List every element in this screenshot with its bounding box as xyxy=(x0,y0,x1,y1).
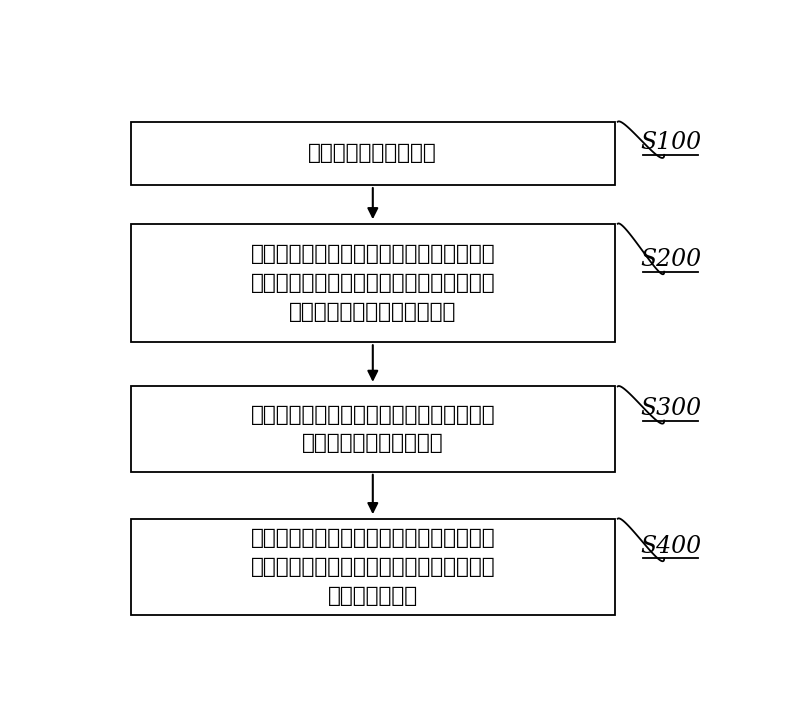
Text: 对应的距离区间: 对应的距离区间 xyxy=(328,586,418,606)
Text: 性距离描述词对应的距离区间: 性距离描述词对应的距离区间 xyxy=(289,301,457,321)
Text: 用得到的所有定性距离描述词及其对应的距: 用得到的所有定性距离描述词及其对应的距 xyxy=(250,405,495,425)
Text: 真实距离之间的关系，得到样本集中每个定: 真实距离之间的关系，得到样本集中每个定 xyxy=(250,273,495,293)
FancyBboxPatch shape xyxy=(131,122,614,185)
Text: S100: S100 xyxy=(640,131,701,154)
Text: S400: S400 xyxy=(640,535,701,558)
Text: 离区间训练定量预测模型: 离区间训练定量预测模型 xyxy=(302,433,444,453)
Text: 将指定区域的一待测样本输入训练好的定量: 将指定区域的一待测样本输入训练好的定量 xyxy=(250,528,495,548)
Text: 构建指定区域的样本集: 构建指定区域的样本集 xyxy=(309,143,437,163)
Text: 根据样本集中所有样本的定性距离描述词与: 根据样本集中所有样本的定性距离描述词与 xyxy=(250,244,495,264)
Text: S300: S300 xyxy=(640,397,701,420)
Text: S200: S200 xyxy=(640,248,701,271)
FancyBboxPatch shape xyxy=(131,518,614,615)
FancyBboxPatch shape xyxy=(131,387,614,472)
FancyBboxPatch shape xyxy=(131,223,614,342)
Text: 预测模型，得到待测样本的定性距离描述词: 预测模型，得到待测样本的定性距离描述词 xyxy=(250,557,495,577)
